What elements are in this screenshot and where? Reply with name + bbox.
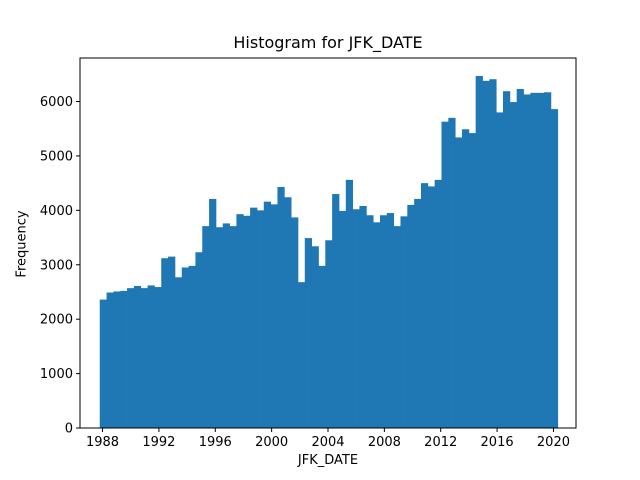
y-tick-label: 5000 (40, 149, 73, 164)
histogram-bar (181, 267, 189, 428)
histogram-bar (455, 137, 463, 429)
y-tick-label: 3000 (40, 258, 73, 273)
histogram-bar (174, 277, 183, 428)
histogram-bar (318, 265, 326, 428)
histogram-bar (106, 292, 114, 428)
histogram-bar (120, 290, 128, 428)
x-tick-label: 1996 (199, 435, 232, 450)
histogram-bar (202, 226, 210, 428)
histogram-bar (386, 213, 395, 428)
histogram-bar (188, 265, 196, 428)
histogram-bar (523, 94, 531, 429)
y-tick-label: 1000 (40, 367, 73, 382)
histogram-bar (250, 207, 258, 428)
histogram-bar (222, 223, 230, 428)
y-tick-label: 4000 (40, 204, 73, 219)
x-tick-label: 2012 (424, 435, 457, 450)
histogram-bar (263, 201, 272, 428)
histogram-bar (420, 183, 429, 428)
histogram-bar (147, 285, 155, 428)
histogram-bar (503, 91, 511, 429)
histogram-bar (99, 299, 107, 428)
histogram-bar (209, 198, 217, 428)
histogram-bar (489, 79, 497, 429)
histogram-bar (304, 238, 313, 428)
histogram-bar (482, 80, 490, 429)
x-axis-label: JFK_DATE (297, 453, 359, 468)
histogram-bar (414, 198, 422, 428)
histogram-bar (215, 227, 224, 428)
histogram-bar (373, 222, 381, 428)
histogram-bar (359, 206, 367, 428)
histogram-bar (168, 256, 176, 428)
histogram-bar (229, 226, 237, 428)
histogram-bar (195, 252, 203, 428)
x-tick-label: 2004 (311, 435, 344, 450)
histogram-bar (366, 215, 374, 428)
histogram-bar (297, 282, 306, 428)
histogram-bar (154, 287, 162, 428)
histogram-bar (332, 194, 340, 428)
histogram-bar (516, 89, 524, 428)
histogram-bar (379, 215, 388, 428)
y-axis-label: Frequency (14, 210, 30, 278)
histogram-bars (99, 75, 559, 429)
histogram-bar (277, 186, 285, 428)
histogram-bar (256, 210, 265, 428)
histogram-bar (338, 210, 347, 428)
histogram-bar (496, 112, 504, 428)
histogram-bar (352, 209, 360, 428)
y-tick-label: 6000 (40, 95, 73, 110)
histogram-bar (530, 92, 538, 428)
plot-frame (79, 57, 577, 429)
histogram-bar (133, 285, 142, 428)
histogram-bar (236, 214, 244, 428)
histogram-bar (270, 204, 278, 428)
histogram-bar (311, 246, 319, 428)
histogram-bar (400, 216, 408, 428)
x-tick-label: 2020 (537, 435, 570, 450)
histogram-bar (127, 288, 135, 428)
histogram-bar (550, 109, 559, 428)
y-axis-ticks: 0 1000 2000 3000 4000 5000 6000 (40, 95, 80, 437)
x-tick-label: 2000 (255, 435, 288, 450)
histogram-bar (448, 117, 456, 429)
histogram-bar (509, 102, 518, 428)
x-axis-ticks: 1988 1992 1996 2000 2004 2008 2012 2016 2020 (86, 428, 570, 450)
histogram-bar (427, 186, 436, 428)
histogram-bar (475, 75, 483, 429)
histogram-bar (243, 215, 251, 428)
histogram-bar (140, 288, 148, 428)
x-tick-label: 2016 (481, 435, 514, 450)
histogram-bar (113, 291, 121, 428)
y-tick-label: 2000 (40, 313, 73, 328)
histogram-bar (345, 179, 354, 428)
histogram-bar (284, 197, 292, 428)
histogram-bar (461, 129, 470, 428)
histogram-bar (161, 258, 169, 428)
y-tick-label: 0 (65, 422, 73, 437)
x-tick-label: 1992 (142, 435, 175, 450)
x-tick-label: 2008 (368, 435, 401, 450)
histogram-bar (407, 204, 415, 428)
histogram-bar (468, 133, 477, 428)
histogram-bar (291, 217, 299, 428)
histogram-bar (441, 121, 449, 428)
histogram-bar (537, 92, 545, 428)
histogram-bar (393, 226, 401, 428)
histogram-bar (544, 92, 552, 428)
histogram-bar (434, 179, 442, 428)
histogram-bar (325, 240, 333, 428)
x-tick-label: 1988 (86, 435, 119, 450)
chart-title: Histogram for JFK_DATE (233, 33, 423, 52)
